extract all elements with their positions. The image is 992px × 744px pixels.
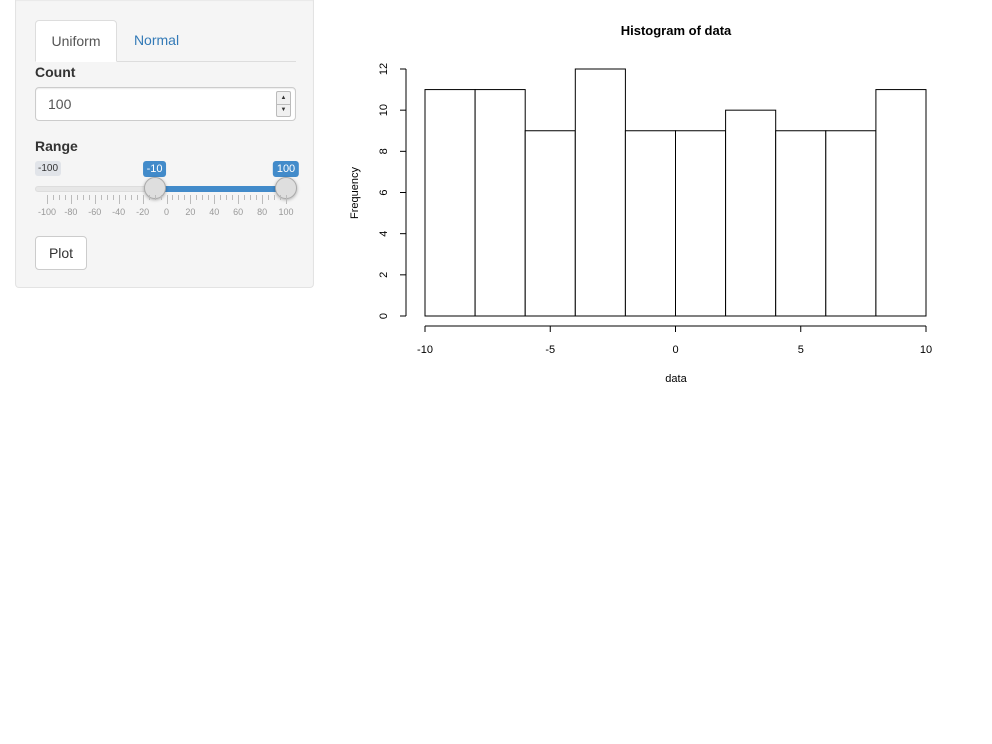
x-tick-label: -5 bbox=[545, 344, 555, 356]
tab-normal[interactable]: Normal bbox=[133, 32, 180, 48]
slider-tick-label: 40 bbox=[209, 207, 220, 217]
range-high-label: 100 bbox=[272, 161, 300, 177]
slider-minor-tick bbox=[76, 195, 78, 200]
slider-minor-tick bbox=[280, 195, 282, 200]
slider-tick-label: -80 bbox=[64, 207, 78, 217]
slider-minor-tick bbox=[160, 195, 162, 200]
slider-minor-tick bbox=[196, 195, 198, 200]
y-tick-label: 0 bbox=[378, 313, 390, 319]
histogram-bar bbox=[875, 89, 927, 317]
stepper-down-icon[interactable]: ▼ bbox=[280, 107, 287, 113]
y-tick-label: 2 bbox=[378, 272, 390, 278]
slider-minor-tick bbox=[226, 195, 228, 200]
histogram-bar bbox=[624, 130, 676, 317]
slider-minor-tick bbox=[244, 195, 246, 200]
slider-minor-tick bbox=[124, 195, 126, 200]
tab-uniform[interactable]: Uniform bbox=[35, 20, 117, 62]
slider-tick-label: -60 bbox=[88, 207, 102, 217]
slider-minor-tick bbox=[136, 195, 138, 200]
plot-button[interactable]: Plot bbox=[35, 236, 87, 270]
slider-minor-tick bbox=[202, 195, 204, 200]
histogram-bar bbox=[725, 109, 777, 317]
slider-major-tick bbox=[286, 195, 287, 204]
slider-minor-tick bbox=[130, 195, 132, 200]
slider-minor-tick bbox=[58, 195, 60, 200]
slider-major-tick bbox=[118, 195, 120, 204]
slider-minor-tick bbox=[274, 195, 276, 200]
range-low-label: -10 bbox=[142, 161, 167, 177]
bars-group bbox=[424, 68, 927, 317]
slider-tick-label: 60 bbox=[233, 207, 244, 217]
slider-minor-tick bbox=[112, 195, 114, 200]
y-tick-label: 10 bbox=[378, 104, 390, 116]
slider-minor-tick bbox=[82, 195, 84, 200]
slider-grid: -100 -80 -60 -40 -20 0 20 40 60 80 100 bbox=[16, 195, 315, 225]
x-axis: -10 -5 0 5 10 bbox=[417, 325, 932, 356]
slider-minor-tick bbox=[178, 195, 180, 200]
count-value: 100 bbox=[48, 96, 72, 112]
slider-minor-tick bbox=[220, 195, 222, 200]
slider-major-tick bbox=[214, 195, 216, 204]
y-tick-label: 4 bbox=[378, 231, 390, 237]
slider-selected-range bbox=[154, 186, 286, 192]
slider-tick-label: 100 bbox=[278, 207, 294, 217]
slider-tick-label: -40 bbox=[112, 207, 126, 217]
x-tick-label: -10 bbox=[417, 344, 433, 356]
slider-major-tick bbox=[262, 195, 264, 204]
slider-minor-tick bbox=[256, 195, 258, 200]
histogram-bar bbox=[524, 130, 576, 317]
y-axis: 0 2 4 6 8 10 12 bbox=[378, 63, 407, 319]
slider-minor-tick bbox=[64, 195, 66, 200]
range-min-label: -100 bbox=[35, 161, 62, 176]
y-tick-label: 8 bbox=[378, 148, 390, 154]
slider-tick-label: -20 bbox=[136, 207, 150, 217]
slider-minor-tick bbox=[208, 195, 210, 200]
tab-bar: Uniform Normal bbox=[35, 20, 296, 62]
histogram-chart: Histogram of data data Frequency -10 -5 0 5… bbox=[349, 23, 932, 385]
slider-major-tick bbox=[94, 195, 96, 204]
sidebar-panel: Uniform Normal Count 100 ▲ ▼ Range -100 … bbox=[15, 0, 314, 288]
slider-major-tick bbox=[238, 195, 240, 204]
slider-minor-tick bbox=[148, 195, 150, 200]
count-stepper[interactable]: ▲ ▼ bbox=[276, 91, 291, 117]
chart-title: Histogram of data bbox=[621, 23, 732, 38]
slider-minor-tick bbox=[100, 195, 102, 200]
histogram-bar bbox=[474, 89, 526, 317]
y-axis-label: Frequency bbox=[349, 167, 361, 219]
stepper-up-icon[interactable]: ▲ bbox=[277, 92, 290, 105]
slider-major-tick bbox=[142, 195, 144, 204]
histogram-bar bbox=[775, 130, 827, 317]
slider-minor-tick bbox=[268, 195, 270, 200]
histogram-bar bbox=[675, 130, 727, 317]
count-input[interactable]: 100 ▲ ▼ bbox=[35, 87, 296, 121]
x-tick-label: 5 bbox=[798, 344, 804, 356]
slider-major-tick bbox=[70, 195, 72, 204]
x-axis-label: data bbox=[665, 373, 687, 385]
y-tick-label: 12 bbox=[378, 63, 390, 75]
slider-minor-tick bbox=[106, 195, 108, 200]
histogram-bar bbox=[424, 89, 476, 317]
slider-tick-label: 80 bbox=[257, 207, 268, 217]
x-tick-label: 0 bbox=[672, 344, 678, 356]
y-tick-label: 6 bbox=[378, 189, 390, 195]
histogram-bar bbox=[574, 68, 626, 317]
slider-minor-tick bbox=[154, 195, 156, 200]
range-label: Range bbox=[35, 138, 78, 154]
slider-minor-tick bbox=[88, 195, 90, 200]
histogram-bar bbox=[825, 130, 877, 317]
slider-major-tick bbox=[190, 195, 192, 204]
slider-major-tick bbox=[166, 195, 168, 204]
slider-minor-tick bbox=[232, 195, 234, 200]
slider-tick-label: 20 bbox=[185, 207, 196, 217]
x-tick-label: 10 bbox=[920, 344, 932, 356]
slider-minor-tick bbox=[172, 195, 174, 200]
slider-tick-label: -100 bbox=[37, 207, 57, 217]
slider-major-tick bbox=[47, 195, 48, 204]
count-label: Count bbox=[35, 64, 76, 80]
slider-tick-label: 0 bbox=[163, 207, 170, 217]
slider-minor-tick bbox=[184, 195, 186, 200]
slider-minor-tick bbox=[250, 195, 252, 200]
slider-minor-tick bbox=[52, 195, 54, 200]
